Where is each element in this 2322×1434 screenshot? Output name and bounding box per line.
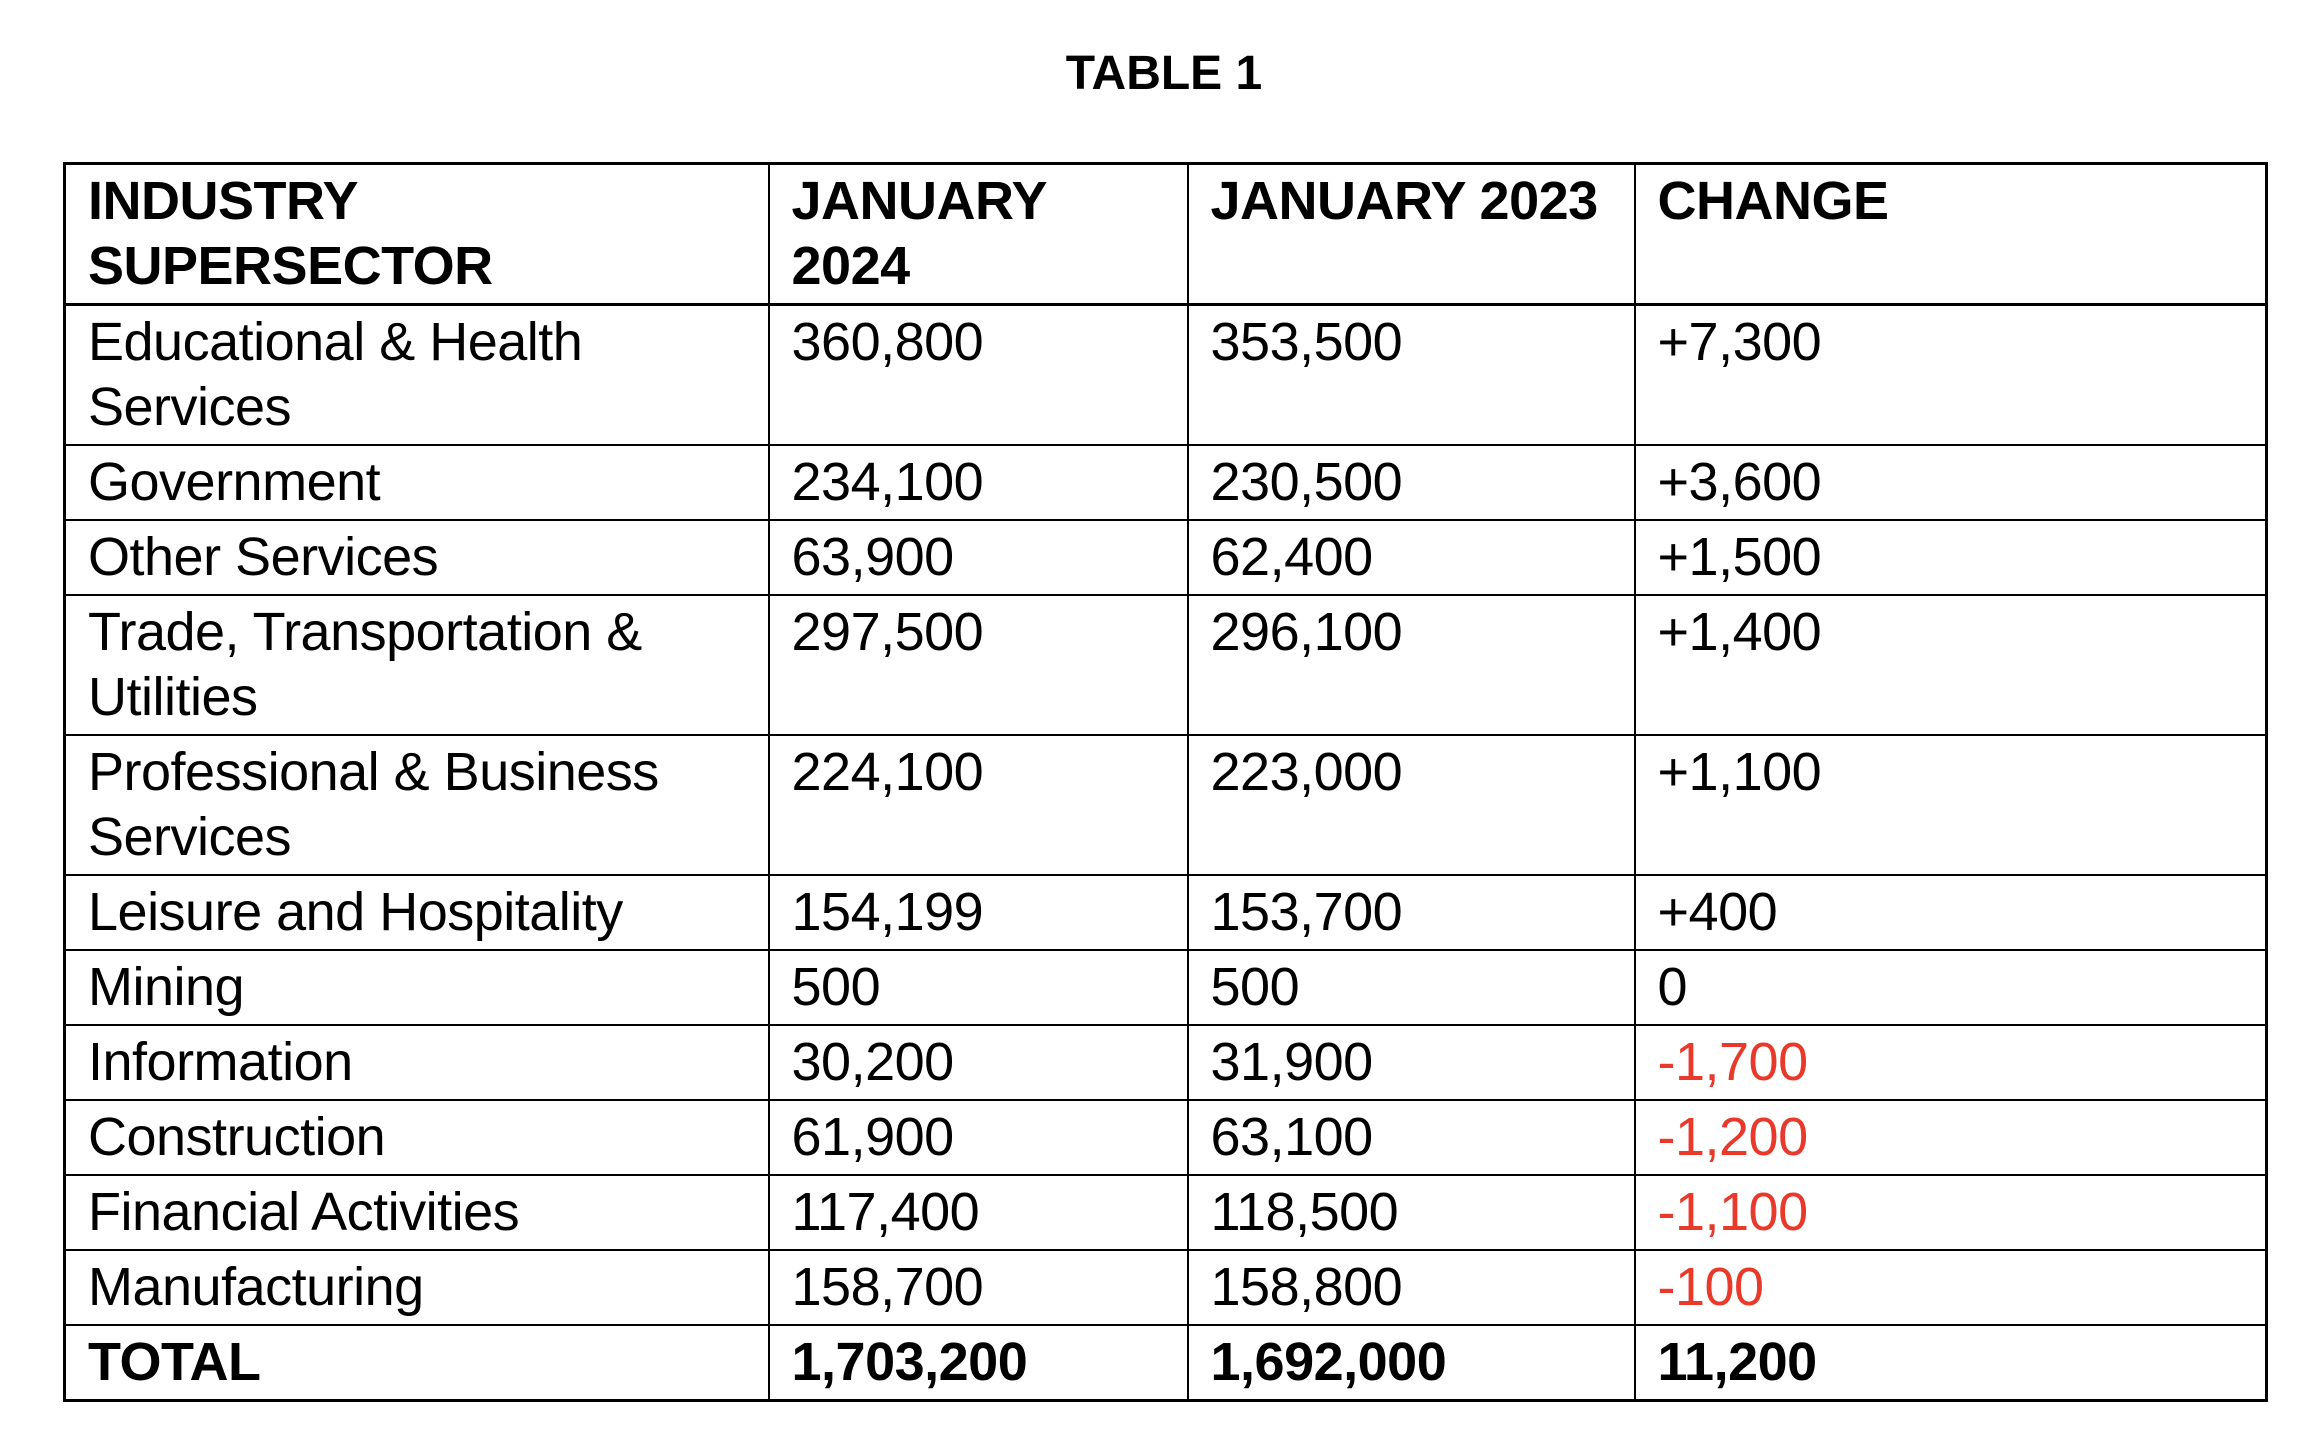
jan-2024-cell: 234,100 <box>767 444 1189 521</box>
table-title: TABLE 1 <box>1065 47 1263 100</box>
jan-2023-cell: 118,500 <box>1186 1174 1636 1251</box>
sector-line: Information <box>88 1032 353 1092</box>
industry-employment-table: INDUSTRY SUPERSECTOR JANUARY 2024 JANUAR… <box>63 162 2268 1402</box>
sector-line: Professional & Business <box>88 742 659 802</box>
change-cell: +1,100 <box>1633 734 2268 876</box>
row-trade-transportation-utilities: Trade, Transportation & Utilities 297,50… <box>63 594 2268 736</box>
sector-cell: Trade, Transportation & Utilities <box>63 594 770 736</box>
header-line: INDUSTRY <box>88 171 359 231</box>
jan-2023-cell: 353,500 <box>1186 303 1636 446</box>
row-total: TOTAL 1,703,200 1,692,000 11,200 <box>63 1324 2268 1402</box>
sector-cell: Other Services <box>63 519 770 596</box>
change-cell: -1,200 <box>1633 1099 2268 1176</box>
change-cell: +7,300 <box>1633 303 2268 446</box>
jan-2024-cell: 500 <box>767 949 1189 1026</box>
sector-line: Trade, Transportation & <box>88 602 642 662</box>
jan-2024-cell: 158,700 <box>767 1249 1189 1326</box>
jan-2023-cell: 158,800 <box>1186 1249 1636 1326</box>
sector-line: Financial Activities <box>88 1182 520 1242</box>
row-manufacturing: Manufacturing 158,700 158,800 -100 <box>63 1249 2268 1326</box>
row-educational-health-services: Educational & Health Services 360,800 35… <box>63 303 2268 446</box>
sector-line: Educational & Health <box>88 312 583 372</box>
jan-2024-cell: 360,800 <box>767 303 1189 446</box>
jan-2023-cell: 62,400 <box>1186 519 1636 596</box>
jan-2024-cell: 1,703,200 <box>767 1324 1189 1402</box>
change-cell: +400 <box>1633 874 2268 951</box>
jan-2023-cell: 63,100 <box>1186 1099 1636 1176</box>
sector-cell: Educational & Health Services <box>63 303 770 446</box>
row-information: Information 30,200 31,900 -1,700 <box>63 1024 2268 1101</box>
change-cell: +1,500 <box>1633 519 2268 596</box>
sector-cell: Manufacturing <box>63 1249 770 1326</box>
change-cell: 11,200 <box>1633 1324 2268 1402</box>
jan-2023-cell: 296,100 <box>1186 594 1636 736</box>
sector-cell: Information <box>63 1024 770 1101</box>
header-industry-supersector: INDUSTRY SUPERSECTOR <box>63 162 770 306</box>
header-row: INDUSTRY SUPERSECTOR JANUARY 2024 JANUAR… <box>63 162 2268 306</box>
change-cell: -100 <box>1633 1249 2268 1326</box>
sector-line: Utilities <box>88 667 258 727</box>
change-cell: +1,400 <box>1633 594 2268 736</box>
sector-line: Construction <box>88 1107 386 1167</box>
jan-2024-cell: 117,400 <box>767 1174 1189 1251</box>
sector-cell: TOTAL <box>63 1324 770 1402</box>
sector-line: Manufacturing <box>88 1257 424 1317</box>
header-january-2023: JANUARY 2023 <box>1186 162 1636 306</box>
jan-2023-cell: 153,700 <box>1186 874 1636 951</box>
header-january-2024: JANUARY 2024 <box>767 162 1189 306</box>
header-line: CHANGE <box>1657 171 1890 231</box>
jan-2023-cell: 223,000 <box>1186 734 1636 876</box>
sector-cell: Government <box>63 444 770 521</box>
jan-2023-cell: 500 <box>1186 949 1636 1026</box>
jan-2023-cell: 31,900 <box>1186 1024 1636 1101</box>
row-mining: Mining 500 500 0 <box>63 949 2268 1026</box>
jan-2024-cell: 61,900 <box>767 1099 1189 1176</box>
header-line: SUPERSECTOR <box>88 236 493 296</box>
sector-line: Mining <box>88 957 245 1017</box>
row-other-services: Other Services 63,900 62,400 +1,500 <box>63 519 2268 596</box>
sector-line: Services <box>88 377 292 437</box>
jan-2024-cell: 63,900 <box>767 519 1189 596</box>
row-financial-activities: Financial Activities 117,400 118,500 -1,… <box>63 1174 2268 1251</box>
row-professional-business-services: Professional & Business Services 224,100… <box>63 734 2268 876</box>
header-change: CHANGE <box>1633 162 2268 306</box>
jan-2024-cell: 154,199 <box>767 874 1189 951</box>
sector-cell: Leisure and Hospitality <box>63 874 770 951</box>
sector-line: Government <box>88 452 381 512</box>
row-government: Government 234,100 230,500 +3,600 <box>63 444 2268 521</box>
sector-cell: Mining <box>63 949 770 1026</box>
sector-line: Services <box>88 807 292 867</box>
jan-2024-cell: 224,100 <box>767 734 1189 876</box>
header-line: JANUARY 2023 <box>1210 171 1599 231</box>
header-line: 2024 <box>791 236 911 296</box>
sector-cell: Financial Activities <box>63 1174 770 1251</box>
row-leisure-and-hospitality: Leisure and Hospitality 154,199 153,700 … <box>63 874 2268 951</box>
sector-line: Leisure and Hospitality <box>88 882 623 942</box>
sector-cell: Construction <box>63 1099 770 1176</box>
jan-2024-cell: 297,500 <box>767 594 1189 736</box>
change-cell: -1,700 <box>1633 1024 2268 1101</box>
change-cell: -1,100 <box>1633 1174 2268 1251</box>
sector-line: Other Services <box>88 527 439 587</box>
header-line: JANUARY <box>791 171 1048 231</box>
jan-2023-cell: 1,692,000 <box>1186 1324 1636 1402</box>
sector-line: TOTAL <box>88 1332 261 1392</box>
jan-2024-cell: 30,200 <box>767 1024 1189 1101</box>
sector-cell: Professional & Business Services <box>63 734 770 876</box>
jan-2023-cell: 230,500 <box>1186 444 1636 521</box>
change-cell: +3,600 <box>1633 444 2268 521</box>
change-cell: 0 <box>1633 949 2268 1026</box>
row-construction: Construction 61,900 63,100 -1,200 <box>63 1099 2268 1176</box>
